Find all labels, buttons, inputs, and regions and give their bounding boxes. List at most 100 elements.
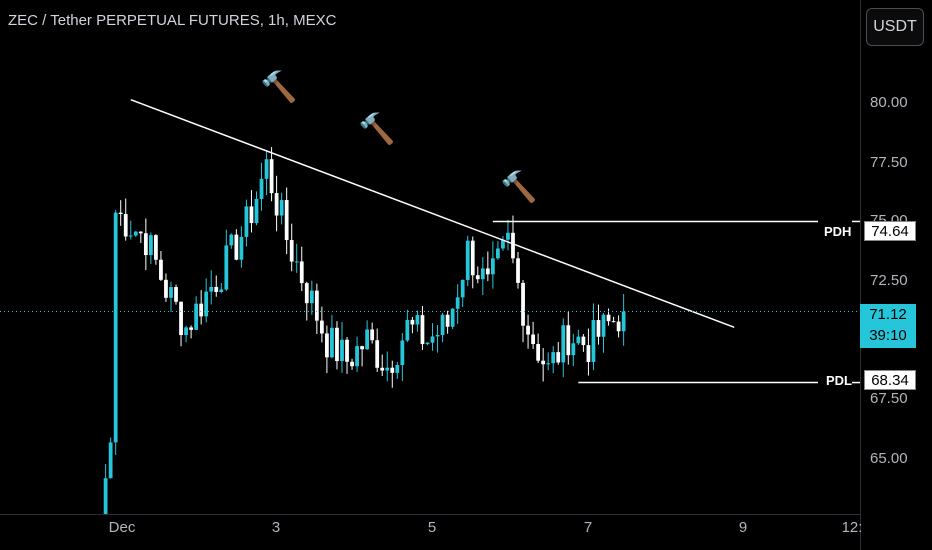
candle-body	[586, 345, 591, 363]
candle-body	[289, 240, 294, 262]
candle-body	[521, 282, 525, 326]
candle-body	[480, 268, 485, 280]
candle-body	[143, 233, 148, 256]
candle-body	[551, 352, 556, 364]
candle-body	[138, 231, 143, 234]
candle-body	[400, 340, 405, 366]
candle-body	[319, 320, 324, 334]
candle-body	[566, 325, 571, 356]
candle-body	[601, 314, 606, 337]
candle-body	[169, 287, 173, 298]
candle-body	[445, 314, 450, 327]
candle-body	[214, 286, 219, 292]
candle-body	[591, 320, 596, 363]
candle-body	[340, 339, 344, 362]
candle-body	[204, 291, 209, 317]
candle-body	[571, 343, 576, 356]
candle-body	[325, 333, 329, 358]
candle-body	[279, 200, 284, 216]
candle-body	[536, 344, 541, 361]
candle-body	[375, 340, 380, 368]
candle-body	[561, 325, 566, 363]
hammer-icon: 🔨	[358, 113, 396, 146]
candle-body	[269, 159, 274, 194]
candle-body	[501, 239, 505, 249]
price-tick: 65.00	[870, 450, 908, 467]
candle-body	[294, 261, 299, 263]
price-tick: 77.50	[870, 154, 908, 171]
candle-body	[259, 178, 264, 199]
candle-body	[415, 315, 420, 325]
time-tick: 7	[583, 519, 593, 536]
candle-body	[556, 352, 561, 363]
candle-body	[380, 367, 385, 371]
candle-body	[621, 311, 626, 332]
candle-body	[611, 321, 616, 323]
candle-body	[284, 200, 289, 241]
candle-body	[314, 290, 319, 321]
candle-body	[345, 339, 349, 362]
candle-body	[440, 314, 445, 335]
candle-body	[108, 442, 113, 479]
candle-body	[194, 303, 199, 330]
candle-body	[239, 236, 244, 260]
pdh-label: PDH	[824, 224, 852, 239]
price-chart[interactable]	[0, 0, 860, 514]
candle-body	[546, 363, 551, 365]
candle-body	[244, 206, 249, 237]
candle-body	[299, 261, 304, 284]
candle-body	[360, 346, 364, 350]
candle-body	[234, 234, 239, 260]
candle-body	[304, 283, 309, 304]
candle-body	[511, 232, 515, 259]
candle-body	[385, 367, 390, 371]
candle-body	[475, 275, 480, 280]
candle-body	[596, 320, 601, 337]
candle-body	[254, 198, 259, 224]
candle-body	[506, 232, 510, 240]
candle-body	[365, 329, 370, 350]
candle-body	[274, 193, 279, 216]
candle-body	[606, 314, 611, 322]
candle-body	[531, 334, 535, 345]
time-axis-separator	[0, 514, 860, 515]
candle-body	[450, 308, 455, 327]
price-tick: 80.00	[870, 94, 908, 111]
hammer-icon: 🔨	[500, 171, 538, 204]
candle-body	[395, 365, 400, 373]
candle-body	[159, 259, 163, 280]
candle-body	[435, 334, 440, 337]
candle-body	[330, 327, 334, 358]
candle-body	[420, 315, 425, 345]
candle-body	[581, 336, 586, 346]
candle-body	[309, 290, 314, 304]
candle-body	[249, 206, 254, 224]
current-price-value: 71.12	[869, 306, 907, 323]
candle-body	[516, 258, 520, 283]
candle-body	[199, 303, 204, 317]
candle-body	[184, 327, 188, 336]
candle-body	[335, 327, 339, 362]
candle-body	[455, 297, 460, 309]
candle-body	[174, 287, 178, 302]
pdl-price-label: 68.34	[864, 370, 916, 390]
candle-body	[189, 327, 193, 330]
candle-body	[526, 325, 530, 335]
currency-button[interactable]: USDT	[866, 8, 924, 46]
candle-body	[405, 319, 410, 341]
candle-body	[128, 235, 133, 237]
candle-body	[118, 212, 123, 215]
candle-body	[350, 361, 354, 367]
candle-body	[133, 231, 138, 236]
candle-body	[490, 258, 495, 275]
candle-body	[496, 248, 500, 259]
price-tick: 67.50	[870, 390, 908, 407]
candle-body	[164, 279, 168, 298]
pdh-price-label: 74.64	[864, 221, 916, 241]
price-axis-separator	[860, 0, 861, 550]
candle-body	[576, 336, 581, 344]
candle-body	[390, 367, 395, 373]
candle-body	[229, 234, 234, 246]
candle-body	[425, 342, 430, 345]
time-tick: 9	[738, 519, 748, 536]
